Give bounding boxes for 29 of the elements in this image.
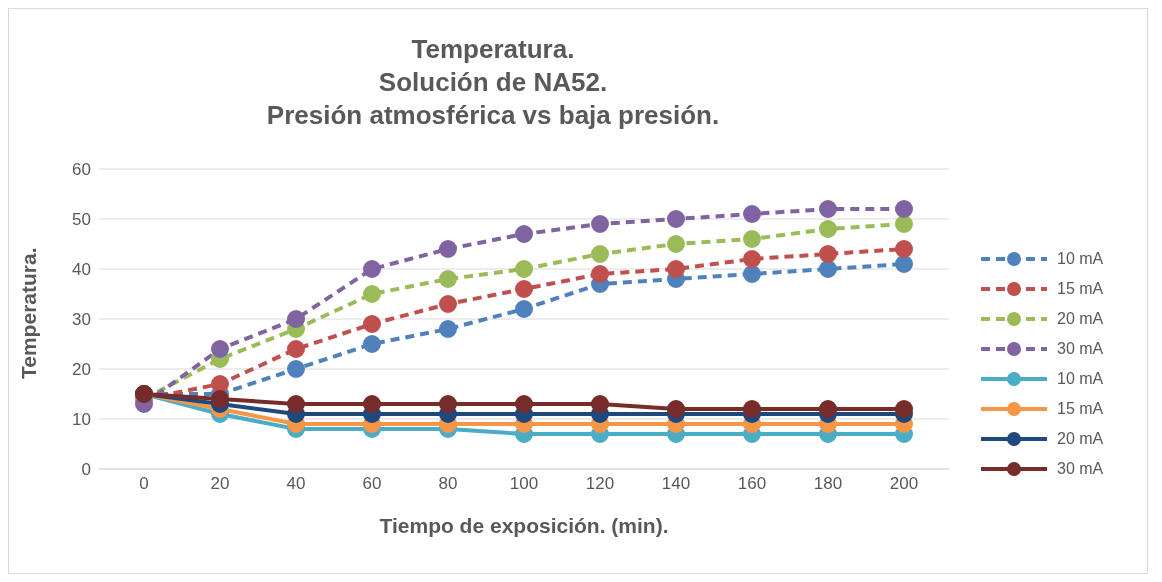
chart-title: Temperatura. Solución de NA52. Presión atmosférica vs baja presión. [265,33,721,132]
x-tick-label: 60 [362,474,382,494]
legend-label: 30 mA [1057,460,1104,478]
legend-label: 20 mA [1057,310,1104,328]
y-tick-label: 50 [72,210,91,230]
legend-label: 10 mA [1057,250,1104,268]
x-tick-label: 40 [286,474,306,494]
y-tick-label: 30 [72,310,91,330]
x-tick-label: 140 [661,474,691,494]
y-tick-label: 20 [72,360,91,380]
x-tick-label: 120 [585,474,615,494]
y-tick-label: 10 [72,410,91,430]
y-tick-label: 40 [72,260,91,280]
legend-label: 15 mA [1057,280,1104,298]
legend-label: 30 mA [1057,340,1104,358]
x-tick-label: 20 [210,474,230,494]
x-tick-label: 80 [438,474,458,494]
x-tick-label: 200 [889,474,919,494]
y-tick-label: 60 [72,160,91,180]
x-axis-title: Tiempo de exposición. (min). [379,514,669,537]
legend-label: 15 mA [1057,400,1104,418]
y-tick-label: 0 [81,460,91,480]
y-axis-title: Temperatura. [17,247,41,379]
x-tick-label: 0 [139,474,149,494]
x-tick-label: 160 [737,474,767,494]
legend-label: 20 mA [1057,430,1104,448]
x-tick-label: 180 [813,474,843,494]
legend-label: 10 mA [1057,370,1104,388]
x-tick-label: 100 [509,474,539,494]
